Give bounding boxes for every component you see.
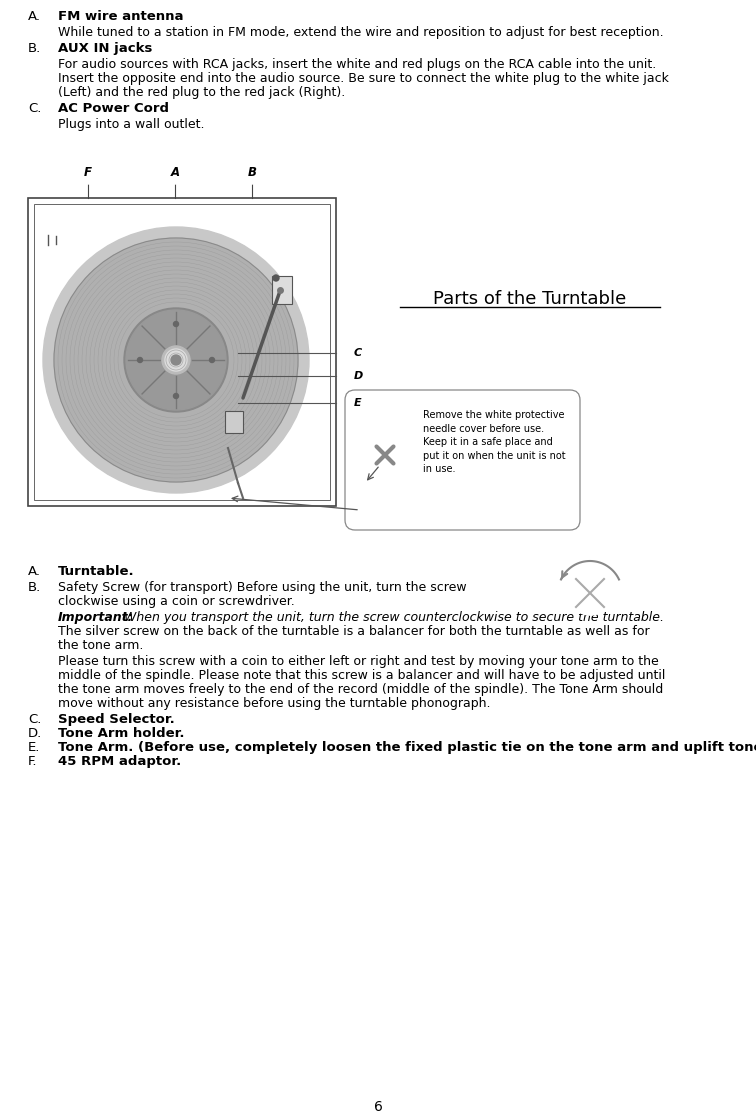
Circle shape (124, 308, 228, 412)
Text: A.: A. (28, 10, 41, 23)
Text: Tone Arm. (Before use, completely loosen the fixed plastic tie on the tone arm a: Tone Arm. (Before use, completely loosen… (58, 741, 756, 754)
Circle shape (241, 162, 263, 184)
Text: For audio sources with RCA jacks, insert the white and red plugs on the RCA cabl: For audio sources with RCA jacks, insert… (58, 58, 656, 71)
Text: AC Power Cord: AC Power Cord (58, 102, 169, 115)
Text: The silver screw on the back of the turntable is a balancer for both the turntab: The silver screw on the back of the turn… (58, 626, 649, 638)
Circle shape (165, 349, 187, 371)
Text: Insert the opposite end into the audio source. Be sure to connect the white plug: Insert the opposite end into the audio s… (58, 71, 669, 85)
Text: When you transport the unit, turn the screw counterclockwise to secure the turnt: When you transport the unit, turn the sc… (120, 611, 664, 624)
Text: the tone arm.: the tone arm. (58, 639, 144, 652)
Circle shape (50, 232, 66, 248)
Circle shape (273, 275, 279, 281)
Text: F.: F. (28, 755, 38, 768)
Text: B.: B. (28, 42, 42, 55)
Text: Tone Arm holder.: Tone Arm holder. (58, 727, 184, 739)
Text: D.: D. (28, 727, 42, 739)
Bar (28, 198, 336, 506)
Text: move without any resistance before using the turntable phonograph.: move without any resistance before using… (58, 697, 491, 710)
Text: A: A (170, 166, 180, 180)
Text: AUX IN jacks: AUX IN jacks (58, 42, 153, 55)
Bar (225, 411, 243, 433)
Circle shape (126, 311, 226, 410)
FancyBboxPatch shape (345, 390, 580, 529)
Text: FM wire antenna: FM wire antenna (58, 10, 184, 23)
Circle shape (171, 355, 181, 365)
Circle shape (77, 162, 99, 184)
Text: 6: 6 (373, 1100, 383, 1114)
Text: D: D (353, 371, 363, 381)
Text: A.: A. (28, 565, 41, 577)
Circle shape (348, 366, 368, 386)
Text: the tone arm moves freely to the end of the record (middle of the spindle). The : the tone arm moves freely to the end of … (58, 682, 663, 696)
Circle shape (164, 162, 186, 184)
Text: C.: C. (28, 102, 42, 115)
Text: C.: C. (28, 713, 42, 726)
Circle shape (173, 322, 178, 326)
Text: Parts of the Turntable: Parts of the Turntable (433, 290, 627, 308)
Text: Please turn this screw with a coin to either left or right and test by moving yo: Please turn this screw with a coin to ei… (58, 655, 658, 668)
Text: Speed Selector.: Speed Selector. (58, 713, 175, 726)
Text: C: C (354, 349, 362, 359)
Text: While tuned to a station in FM mode, extend the wire and reposition to adjust fo: While tuned to a station in FM mode, ext… (58, 26, 664, 39)
Text: middle of the spindle. Please note that this screw is a balancer and will have t: middle of the spindle. Please note that … (58, 669, 665, 682)
Text: (Left) and the red plug to the red jack (Right).: (Left) and the red plug to the red jack … (58, 86, 345, 99)
Text: Turntable.: Turntable. (58, 565, 135, 577)
Text: Remove the white protective
needle cover before use.
Keep it in a safe place and: Remove the white protective needle cover… (423, 410, 565, 475)
Text: B.: B. (28, 581, 42, 594)
Circle shape (54, 238, 298, 483)
Circle shape (568, 571, 612, 615)
Text: Important:: Important: (58, 611, 134, 624)
Text: E.: E. (28, 741, 40, 754)
Text: E: E (355, 398, 362, 408)
Bar (34, 204, 330, 500)
Circle shape (173, 393, 178, 399)
Text: Safety Screw (for transport) Before using the unit, turn the screw: Safety Screw (for transport) Before usin… (58, 581, 466, 594)
Circle shape (138, 357, 142, 363)
Text: F: F (84, 166, 92, 180)
Text: Plugs into a wall outlet.: Plugs into a wall outlet. (58, 118, 205, 131)
Circle shape (209, 357, 215, 363)
Circle shape (39, 229, 61, 251)
Circle shape (162, 346, 190, 374)
Bar (272, 276, 292, 304)
Circle shape (348, 343, 368, 363)
Text: 45 RPM adaptor.: 45 RPM adaptor. (58, 755, 181, 768)
Text: B: B (247, 166, 256, 180)
Text: clockwise using a coin or screwdriver.: clockwise using a coin or screwdriver. (58, 595, 295, 608)
Circle shape (43, 227, 309, 493)
Circle shape (348, 393, 368, 413)
